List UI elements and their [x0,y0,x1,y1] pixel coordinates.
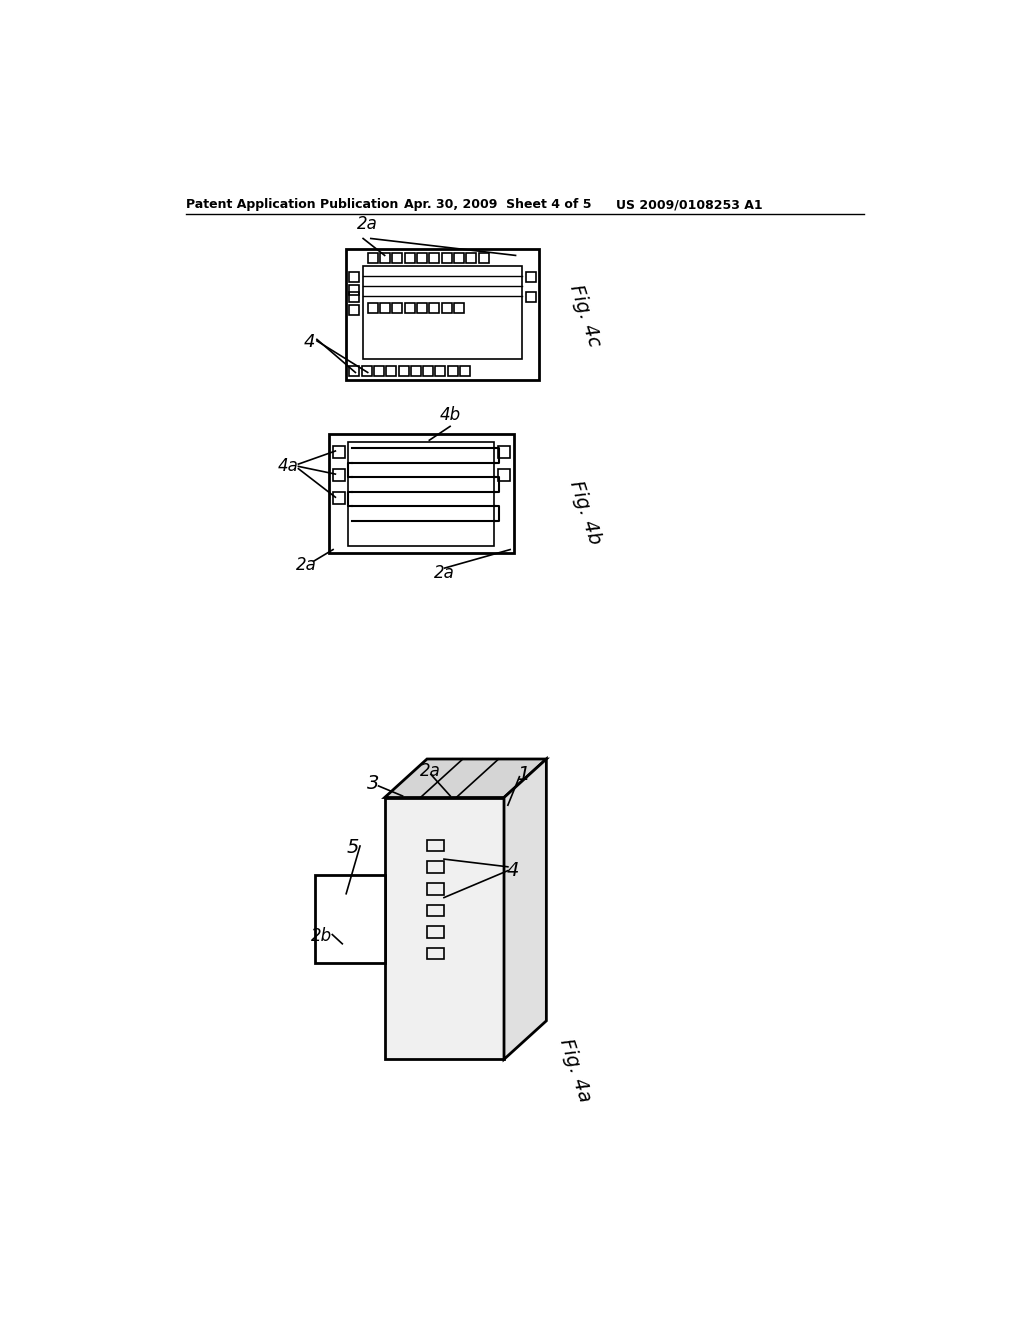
Text: US 2009/0108253 A1: US 2009/0108253 A1 [615,198,762,211]
Text: 5: 5 [346,838,358,857]
Bar [427,883,444,895]
Text: 4b: 4b [439,407,461,424]
Bar [411,367,421,376]
Polygon shape [504,759,547,1059]
Bar [349,285,359,294]
Text: 2a: 2a [356,215,378,234]
Bar [404,253,415,263]
Text: Fig. 4a: Fig. 4a [556,1036,595,1105]
Bar [368,304,378,313]
Bar [330,434,514,553]
Bar [392,304,402,313]
Text: Patent Application Publication: Patent Application Publication [186,198,398,211]
Bar [441,304,452,313]
Polygon shape [385,759,547,797]
Bar [386,367,396,376]
Bar [368,253,378,263]
Text: 4: 4 [507,861,519,880]
Bar [349,367,359,376]
Bar [385,797,504,1059]
Bar [364,267,521,359]
Bar [417,253,427,263]
Bar [349,305,359,314]
Bar [333,469,345,480]
Bar [427,904,444,916]
Bar [380,253,390,263]
Bar [429,304,439,313]
Bar [478,253,488,263]
Bar [348,442,494,545]
Bar [498,446,510,458]
Bar [454,304,464,313]
Text: 1: 1 [517,764,529,784]
Text: 2a: 2a [434,564,455,582]
Bar [466,253,476,263]
Bar [315,874,385,964]
Bar [525,272,536,282]
Bar [427,927,444,937]
Text: 4: 4 [303,333,315,351]
Bar [417,304,427,313]
Bar [447,367,458,376]
Bar [392,253,402,263]
Bar [423,367,433,376]
Bar [361,367,372,376]
Bar [454,253,464,263]
Bar [427,948,444,960]
Bar [427,862,444,873]
Text: Fig. 4c: Fig. 4c [566,282,604,350]
Text: Fig. 4b: Fig. 4b [565,478,604,546]
Bar [427,840,444,851]
Bar [525,293,536,302]
Bar [346,249,539,380]
Bar [349,272,359,282]
Bar [333,492,345,504]
Bar [380,304,390,313]
Bar [498,469,510,480]
Bar [333,446,345,458]
Text: 2a: 2a [296,556,316,574]
Text: Apr. 30, 2009  Sheet 4 of 5: Apr. 30, 2009 Sheet 4 of 5 [403,198,592,211]
Bar [441,253,452,263]
Bar [435,367,445,376]
Bar [374,367,384,376]
Text: 4a: 4a [278,458,299,475]
Text: 2a: 2a [421,762,441,780]
Bar [429,253,439,263]
Bar [398,367,409,376]
Bar [460,367,470,376]
Bar [404,304,415,313]
Bar [349,293,359,302]
Text: 2b: 2b [311,927,332,945]
Text: 3: 3 [367,774,379,793]
